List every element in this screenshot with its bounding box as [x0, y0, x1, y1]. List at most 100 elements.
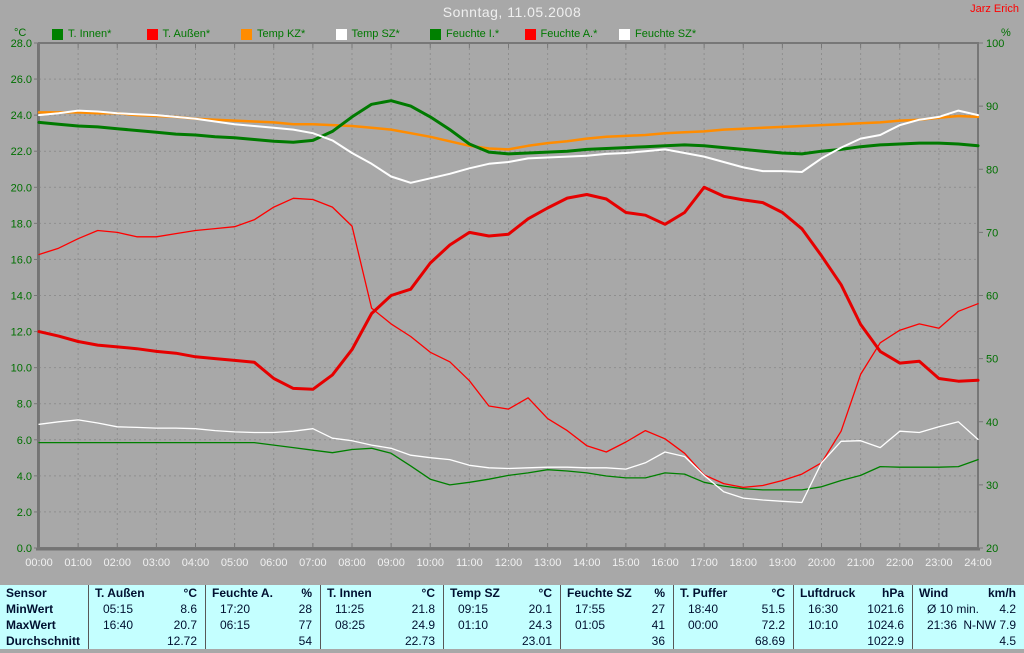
table-cell: T. Innen [327, 586, 372, 600]
legend-label: Feuchte I.* [446, 28, 500, 40]
table-max-row: 00:00 72.2 [674, 617, 793, 633]
right-axis-tick-label: 80 [986, 164, 998, 176]
table-cell [561, 633, 575, 649]
table-cell: km/h [987, 586, 1016, 600]
x-axis-tick-label: 15:00 [612, 557, 640, 569]
x-axis-tick-label: 11:00 [456, 557, 483, 569]
table-max-row: 21:36 N-NW 7.9 [913, 617, 1024, 633]
x-axis-tick-label: 09:00 [377, 557, 405, 569]
table-cell: 09:15 [458, 602, 489, 616]
chart-plot: 28.0 26.0 24.0 22.0 20.0 18.0 16.0 14.0 12.0 10.0… [11, 38, 1005, 569]
stats-table: Sensor MinWert MaxWert Durchschnitt T. Außen… [0, 585, 1024, 649]
table-column-feuchte-a: Feuchte A.% 17:20 28 06:15 77 54 [205, 585, 320, 649]
table-avg-row: 68.69 [674, 633, 793, 649]
table-cell: 1021.6 [867, 602, 904, 616]
x-axis-tick-label: 19:00 [769, 557, 797, 569]
table-column-header: Luftdruck hPa [794, 585, 912, 601]
left-axis-tick-label: 12.0 [11, 327, 32, 339]
left-axis-tick-label: 8.0 [17, 399, 32, 411]
table-column-header: Temp SZ °C [444, 585, 560, 601]
legend-swatch-feuchte-sz [619, 28, 630, 40]
table-avg-row: 54 [206, 633, 320, 649]
table-cell: 41 [651, 618, 665, 632]
table-cell: 1024.6 [867, 618, 904, 632]
table-min-row: 16:30 1021.6 [794, 601, 912, 617]
table-cell: °C [421, 586, 435, 600]
x-axis-tick-label: 00:00 [25, 557, 53, 569]
legend-label: Temp KZ* [257, 28, 306, 40]
table-cell: T. Puffer [680, 586, 728, 600]
left-axis-tick-label: 24.0 [11, 110, 32, 122]
table-cell: 77 [298, 618, 312, 632]
table-cell: 01:05 [575, 618, 606, 632]
right-axis-unit-label: % [1001, 27, 1011, 39]
right-axis-tick-label: 70 [986, 227, 998, 239]
table-cell: 54 [298, 634, 312, 648]
legend-label: T. Außen* [162, 28, 211, 40]
table-column-header: T. Innen °C [321, 585, 443, 601]
table-cell [794, 633, 808, 649]
table-max-row: 06:15 77 [206, 617, 320, 633]
table-cell: 4.2 [999, 602, 1016, 616]
table-cell [674, 633, 688, 649]
table-cell: 51.5 [761, 602, 785, 616]
table-avg-row: 1022.9 [794, 633, 912, 649]
table-cell: hPa [881, 586, 904, 600]
x-axis-tick-label: 08:00 [338, 557, 366, 569]
table-cell: 68.69 [754, 634, 785, 648]
x-axis-tick-label: 18:00 [729, 557, 757, 569]
table-cell: 28 [298, 602, 312, 616]
table-avg-row: 4.5 [913, 633, 1024, 649]
table-min-row: 17:55 27 [561, 601, 673, 617]
left-axis-unit-label: °C [14, 27, 27, 39]
table-cell: 18:40 [688, 602, 719, 616]
series-line-feuchte-i [38, 441, 979, 491]
x-axis-tick-label: 21:00 [847, 557, 875, 569]
x-axis-tick-label: 22:00 [886, 557, 914, 569]
left-axis-tick-label: 0.0 [17, 543, 32, 555]
table-avg-row: 23.01 [444, 633, 560, 649]
table-cell: 00:00 [688, 618, 719, 632]
x-axis-tick-label: 10:00 [416, 557, 444, 569]
x-axis-tick-label: 02:00 [103, 557, 131, 569]
left-axis-tick-label: 10.0 [11, 363, 32, 375]
series-line-t-innen [37, 99, 980, 156]
x-axis-tick-label: 03:00 [143, 557, 171, 569]
table-cell: 23.01 [521, 634, 552, 648]
legend: T. Innen* T. Außen* Temp KZ* Temp SZ* Feucht… [0, 27, 1024, 41]
legend-swatch-t-aussen [146, 28, 158, 40]
table-column-header: T. Puffer °C [674, 585, 793, 601]
legend-item-temp-sz: Temp SZ* [335, 27, 400, 41]
table-cell: % [654, 586, 665, 600]
table-min-row: 09:15 20.1 [444, 601, 560, 617]
x-axis-tick-label: 23:00 [925, 557, 953, 569]
table-max-row: 08:25 24.9 [321, 617, 443, 633]
table-cell: °C [771, 586, 785, 600]
page-title: Sonntag, 11.05.2008 [442, 4, 582, 20]
table-cell: °C [538, 586, 552, 600]
legend-item-t-aussen: T. Außen* [146, 27, 211, 41]
table-cell: 4.5 [999, 634, 1016, 648]
table-column-header: Wind km/h [913, 585, 1024, 601]
legend-swatch-feuchte-a [524, 28, 536, 40]
table-column-header: Feuchte A.% [206, 585, 320, 601]
table-cell: °C [183, 586, 197, 600]
table-row-label-column: Sensor MinWert MaxWert Durchschnitt [0, 585, 88, 649]
table-cell: 20.7 [173, 618, 197, 632]
author-label: Jarz Erich [970, 3, 1019, 15]
table-min-row: Ø 10 min. 4.2 [913, 601, 1024, 617]
left-axis-tick-label: 22.0 [11, 146, 32, 158]
table-cell: Temp SZ [450, 586, 500, 600]
x-axis-tick-label: 06:00 [260, 557, 288, 569]
legend-item-feuchte-sz: Feuchte SZ* [619, 27, 696, 41]
table-cell: 21:36 [927, 618, 958, 632]
table-cell: 1022.9 [867, 634, 904, 648]
left-axis-tick-label: 16.0 [11, 254, 32, 266]
table-column-header: T. Außen °C [89, 585, 205, 601]
table-cell: 06:15 [220, 618, 251, 632]
x-axis-tick-label: 01:00 [64, 557, 92, 569]
left-axis-tick-label: 28.0 [11, 38, 32, 50]
legend-swatch-t-innen [52, 28, 63, 40]
table-cell: Feuchte A. [212, 586, 273, 600]
legend-item-feuchte-i: Feuchte I.* [430, 27, 499, 41]
